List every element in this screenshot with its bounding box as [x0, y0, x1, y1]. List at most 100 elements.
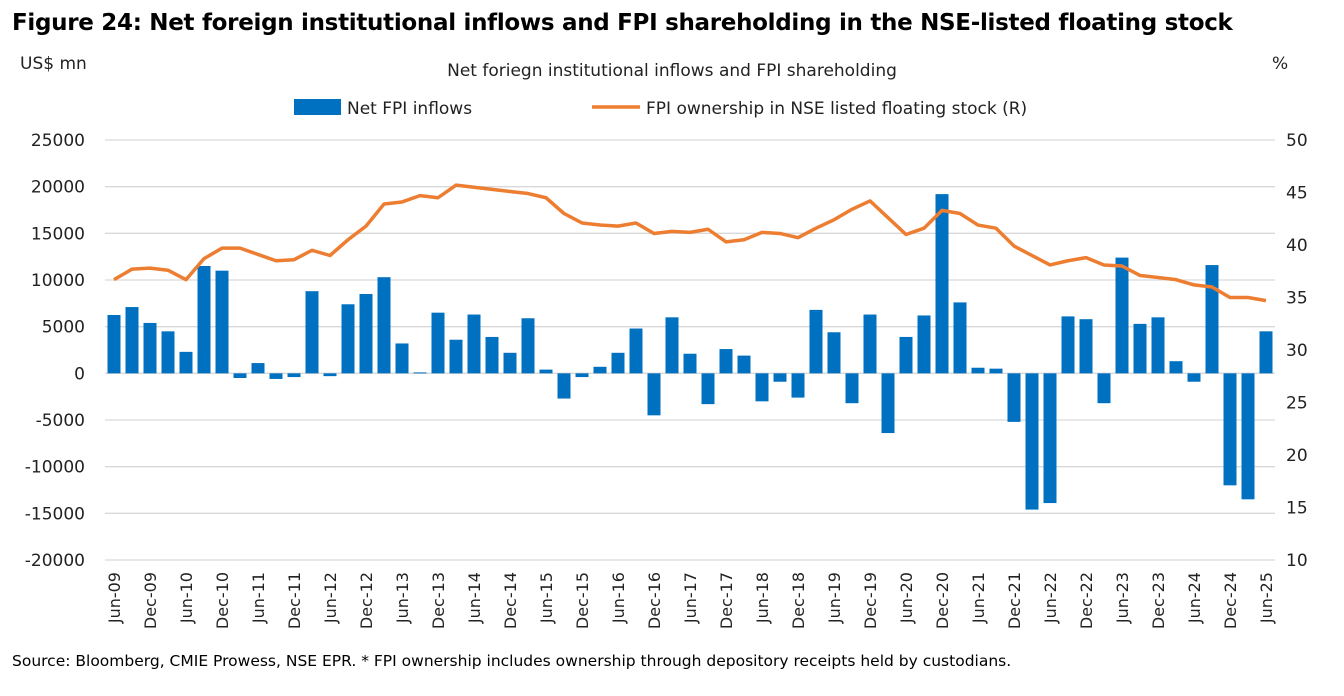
bar [1079, 319, 1093, 374]
bar [431, 312, 445, 374]
bar [503, 352, 517, 374]
bar [1133, 323, 1147, 374]
bar [989, 368, 1003, 374]
right-tick-label: 35 [1286, 289, 1308, 309]
bar [521, 318, 535, 374]
bar [1007, 373, 1021, 422]
x-tick-label: Dec-12 [357, 572, 376, 629]
x-tick-label: Jun-25 [1257, 572, 1276, 624]
line-series [113, 183, 1267, 303]
legend-label-line: FPI ownership in NSE listed floating sto… [646, 99, 1027, 119]
bar [593, 366, 607, 374]
left-axis-ticks: 25000 20000 15000 10000 5000 0 -5000 -10000 -150… [25, 131, 85, 571]
bar [1223, 373, 1237, 486]
bar [467, 314, 481, 374]
bar [125, 307, 139, 374]
ownership-line [113, 183, 1267, 303]
bar [341, 304, 355, 374]
x-axis-ticks: Jun-09 Dec-09 Jun-10 Dec-10 Jun-11 Dec-11 Jun-… [105, 572, 1276, 629]
x-tick-label: Dec-15 [573, 572, 592, 629]
x-tick-label: Dec-20 [933, 572, 952, 629]
x-tick-label: Jun-14 [465, 572, 484, 624]
bar [1241, 373, 1255, 500]
left-tick-label: -15000 [25, 504, 85, 524]
right-tick-label: 30 [1286, 341, 1308, 361]
figure-title: Figure 24: Net foreign institutional inf… [12, 10, 1233, 36]
bar [143, 322, 157, 374]
left-tick-label: 10000 [31, 271, 85, 291]
x-tick-label: Dec-21 [1005, 572, 1024, 629]
left-tick-label: -5000 [36, 411, 85, 431]
bar [791, 373, 805, 398]
chart-title: Net foriegn institutional inflows and FP… [447, 61, 897, 81]
bar [737, 355, 751, 374]
bar [1205, 265, 1219, 374]
right-tick-label: 15 [1286, 499, 1308, 519]
bar [863, 314, 877, 374]
x-tick-label: Dec-24 [1221, 572, 1240, 629]
left-tick-label: 5000 [42, 318, 85, 338]
right-tick-label: 10 [1286, 551, 1308, 571]
bar [179, 351, 193, 374]
bar [251, 363, 265, 374]
left-tick-label: 15000 [31, 224, 85, 244]
right-tick-label: 45 [1286, 184, 1308, 204]
x-tick-label: Jun-20 [897, 572, 916, 624]
legend: Net FPI inflows FPI ownership in NSE lis… [294, 99, 1027, 119]
bar [647, 373, 661, 416]
left-tick-label: -20000 [25, 551, 85, 571]
bar [1169, 361, 1183, 374]
x-tick-label: Jun-10 [177, 572, 196, 624]
right-axis-ticks: 50 45 40 35 30 25 20 15 10 [1286, 131, 1308, 571]
x-tick-label: Jun-12 [321, 572, 340, 624]
right-tick-label: 50 [1286, 131, 1308, 151]
right-axis-label: % [1272, 54, 1288, 74]
x-tick-label: Jun-15 [537, 572, 556, 624]
bar [359, 294, 373, 374]
bar [413, 372, 427, 374]
x-tick-label: Dec-17 [717, 572, 736, 629]
bar [629, 328, 643, 374]
left-tick-label: -10000 [25, 458, 85, 478]
x-tick-label: Jun-16 [609, 572, 628, 624]
x-tick-label: Dec-13 [429, 572, 448, 629]
x-tick-label: Dec-10 [213, 572, 232, 629]
bar [1259, 331, 1273, 374]
x-tick-label: Jun-09 [105, 572, 124, 624]
bar [215, 270, 229, 374]
bar [287, 373, 301, 378]
bar [107, 315, 121, 374]
right-tick-label: 25 [1286, 394, 1308, 414]
bar [1043, 373, 1057, 504]
x-tick-label: Dec-09 [141, 572, 160, 629]
bar-series [107, 194, 1273, 510]
x-tick-label: Dec-18 [789, 572, 808, 629]
bar [719, 349, 733, 374]
bar [197, 266, 211, 374]
bar [971, 367, 985, 374]
bar [701, 373, 715, 405]
bar [1061, 316, 1075, 374]
bar [953, 302, 967, 374]
x-tick-label: Jun-19 [825, 572, 844, 624]
bar [1151, 317, 1165, 374]
bar [899, 336, 913, 374]
bar [683, 353, 697, 374]
x-tick-label: Dec-14 [501, 572, 520, 629]
bar [233, 373, 247, 378]
x-tick-label: Dec-22 [1077, 572, 1096, 629]
x-tick-label: Jun-22 [1041, 572, 1060, 624]
bar [485, 336, 499, 374]
bar [611, 352, 625, 374]
bar [665, 317, 679, 374]
bar [935, 194, 949, 374]
bar [575, 373, 589, 378]
gridlines [105, 139, 1275, 561]
x-tick-label: Jun-23 [1113, 572, 1132, 624]
right-tick-label: 40 [1286, 236, 1308, 256]
bar [755, 373, 769, 402]
x-tick-label: Jun-24 [1185, 572, 1204, 624]
x-tick-label: Dec-11 [285, 572, 304, 629]
bar [269, 373, 283, 379]
x-tick-label: Dec-16 [645, 572, 664, 629]
